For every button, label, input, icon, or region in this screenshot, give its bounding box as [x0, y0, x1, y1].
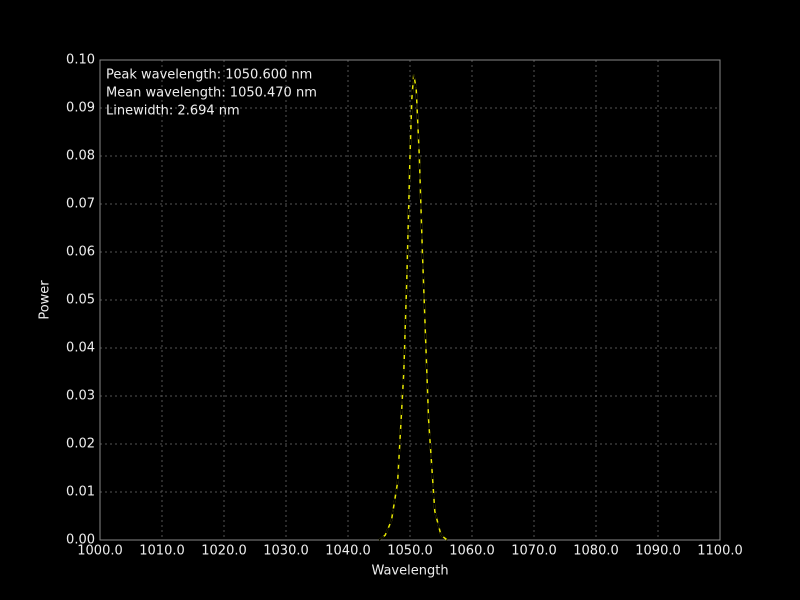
y-tick-label: 0.09	[66, 101, 95, 116]
y-tick-label: 0.10	[66, 53, 95, 68]
x-tick-label: 1020.0	[201, 544, 247, 559]
x-tick-label: 1040.0	[325, 544, 371, 559]
annotation: Mean wavelength: 1050.470 nm	[106, 86, 317, 101]
y-tick-label: 0.05	[66, 293, 95, 308]
annotation: Peak wavelength: 1050.600 nm	[106, 68, 312, 83]
y-tick-label: 0.08	[66, 149, 95, 164]
y-tick-label: 0.03	[66, 389, 95, 404]
x-axis-label: Wavelength	[371, 564, 448, 579]
x-tick-label: 1000.0	[77, 544, 123, 559]
y-tick-label: 0.06	[66, 245, 95, 260]
x-tick-label: 1080.0	[573, 544, 619, 559]
y-tick-label: 0.02	[66, 437, 95, 452]
y-axis-label: Power	[38, 280, 53, 320]
x-tick-label: 1050.0	[387, 544, 433, 559]
x-tick-label: 1060.0	[449, 544, 495, 559]
y-tick-label: 0.07	[66, 197, 95, 212]
x-tick-label: 1010.0	[139, 544, 185, 559]
x-tick-label: 1030.0	[263, 544, 309, 559]
series-line	[378, 74, 448, 541]
series-line	[378, 74, 448, 541]
plot-frame	[99, 59, 721, 541]
annotation: Linewidth: 2.694 nm	[106, 104, 240, 119]
x-tick-label: 1090.0	[635, 544, 681, 559]
y-tick-label: 0.04	[66, 341, 95, 356]
y-tick-label: 0.01	[66, 485, 95, 500]
x-tick-label: 1100.0	[697, 544, 743, 559]
y-tick-label: 0.00	[66, 533, 95, 548]
x-tick-label: 1070.0	[511, 544, 557, 559]
